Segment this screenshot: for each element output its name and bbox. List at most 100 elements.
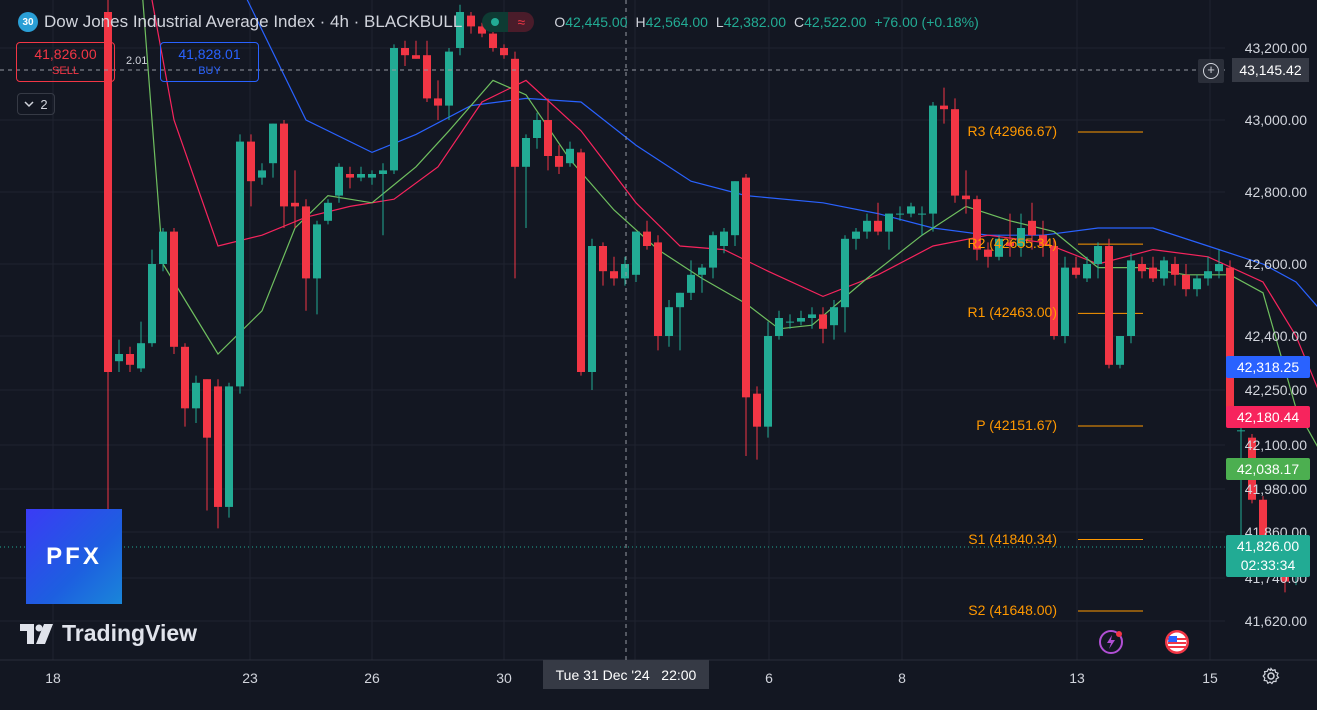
candle [1182,264,1190,297]
candle-body [401,48,409,56]
candle [357,166,365,182]
candle-body [126,354,134,365]
pivot-label: P (42151.67) [976,417,1057,434]
candle [1006,213,1014,257]
candle-body [874,220,882,232]
candle [1028,202,1036,250]
candle-body [313,224,321,279]
candle-body [456,12,464,48]
candle-body [280,123,288,207]
candle [302,199,310,311]
candle [577,148,585,376]
candle-body [467,15,475,27]
candle [676,292,684,351]
symbol-badge-icon[interactable]: 30 [18,12,38,32]
candle-body [1237,430,1245,432]
lightning-icon[interactable] [1098,629,1124,655]
candle-body [896,213,904,215]
ohlc-item: L42,382.00 [716,14,786,30]
candle [753,386,761,460]
candle-body [269,123,277,164]
candle-body [676,292,684,308]
us-flag-icon[interactable] [1164,629,1190,655]
candle-body [830,307,838,326]
candle [467,12,475,34]
candle-body [731,181,739,236]
candle [1050,238,1058,340]
chart-title[interactable]: Dow Jones Industrial Average Index · 4h … [44,12,463,31]
price-tick-label: 41,980.00 [1244,481,1307,497]
indicators-collapse-button[interactable]: 2 [17,93,55,115]
sell-button[interactable]: 41,826.00 SELL [16,42,115,82]
candle-body [1039,235,1047,246]
candle-body [181,346,189,409]
ohlc-values: O42,445.00 H42,564.00 L42,382.00 C42,522.00… [554,14,978,30]
buy-button[interactable]: 41,828.01 BUY [160,42,259,82]
candle [1138,256,1146,279]
candle [764,321,772,438]
candle-body [984,249,992,257]
candle [126,346,134,372]
candle-body [808,314,816,318]
candle-body [753,393,761,427]
candle-body [720,231,728,246]
candle-body [1094,246,1102,264]
candle [841,235,849,333]
candle [544,98,552,171]
ohlc-value: 42,522.00 [804,14,867,30]
candle-body [819,314,827,329]
add-alert-button[interactable]: + [1198,59,1224,83]
candle [1149,256,1157,282]
candle [819,307,827,344]
crosshair-price-tag: 43,145.42 [1232,58,1309,82]
chevron-down-icon [24,101,34,108]
candle-body [1127,260,1135,336]
tradingview-logo[interactable]: TradingView [20,620,197,647]
ohlc-key: L [715,14,724,30]
candle-body [643,231,651,246]
ohlc-key: H [635,14,646,30]
candle [225,382,233,518]
candle-body [159,231,167,264]
candle-body [654,242,662,336]
candle-body [929,105,937,214]
candle-body [852,231,860,239]
candle-body [1105,246,1113,365]
candle [566,141,574,167]
candle [665,300,673,347]
candle [192,375,200,423]
time-tick-label: 18 [45,670,61,686]
buy-label: BUY [198,65,221,77]
candle [1083,256,1091,282]
time-tick-label: 13 [1069,670,1085,686]
candle-body [412,55,420,59]
candle [291,170,299,228]
candle-body [544,120,552,156]
market-status[interactable]: ≈ [482,12,535,32]
candle-body [1072,267,1080,275]
candle-body [1149,267,1157,279]
candle-body [236,141,244,387]
price-tick-label: 42,400.00 [1244,328,1307,344]
candle-body [170,231,178,347]
candle-body [1193,278,1201,290]
candle-body [390,48,398,171]
candle-body [1171,264,1179,275]
ohlc-value: 42,564.00 [645,14,708,30]
candle-body [357,174,365,178]
candle-body [1226,267,1234,420]
candle [401,40,409,66]
ma-red-price-tag: 42,180.44 [1226,406,1310,428]
buy-price: 41,828.01 [178,46,241,62]
candle-body [973,199,981,250]
candle-body [302,206,310,279]
candle [588,238,596,390]
candle-body [907,206,915,214]
pivot-label: S1 (41840.34) [968,530,1057,547]
settings-gear-icon[interactable] [1262,667,1280,685]
candle-body [203,379,211,438]
price-tick-label: 42,600.00 [1244,256,1307,272]
candle-body [379,170,387,174]
